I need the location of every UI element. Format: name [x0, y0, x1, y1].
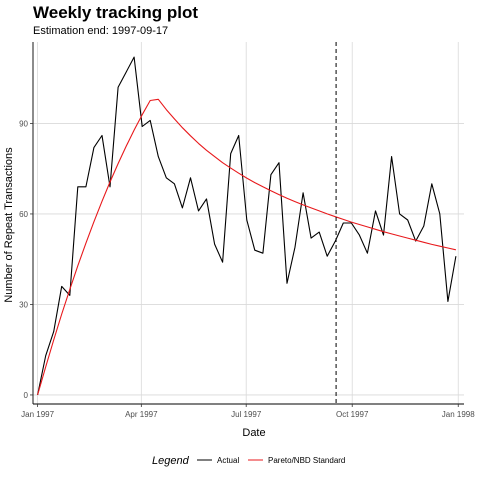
- x-tick-label: Apr 1997: [125, 410, 158, 419]
- x-tick-label: Jan 1997: [21, 410, 54, 419]
- legend-title: Legend: [152, 455, 190, 467]
- x-axis-label: Date: [242, 427, 265, 439]
- series-lines: [37, 56, 457, 396]
- series-line-pareto-nbd: [37, 98, 457, 396]
- series-line-actual: [37, 56, 457, 396]
- x-axis-ticks: Jan 1997 Apr 1997 Jul 1997 Oct 1997 Jan 1998: [21, 404, 475, 419]
- x-tick-label: Jul 1997: [231, 410, 262, 419]
- y-tick-label: 0: [24, 391, 29, 400]
- legend-label-pareto-nbd: Pareto/NBD Standard: [268, 456, 345, 465]
- y-tick-label: 90: [19, 119, 28, 128]
- chart-subtitle: Estimation end: 1997-09-17: [33, 25, 168, 37]
- chart-title: Weekly tracking plot: [33, 3, 198, 22]
- legend-label-actual: Actual: [217, 456, 239, 465]
- y-tick-label: 30: [19, 300, 28, 309]
- legend: Legend Actual Pareto/NBD Standard: [152, 455, 345, 467]
- grid-lines: [33, 42, 464, 404]
- y-axis-ticks: 0 30 60 90: [19, 119, 33, 400]
- y-tick-label: 60: [19, 210, 28, 219]
- x-tick-label: Jan 1998: [442, 410, 475, 419]
- x-tick-label: Oct 1997: [336, 410, 369, 419]
- y-axis-label: Number of Repeat Transactions: [3, 147, 15, 303]
